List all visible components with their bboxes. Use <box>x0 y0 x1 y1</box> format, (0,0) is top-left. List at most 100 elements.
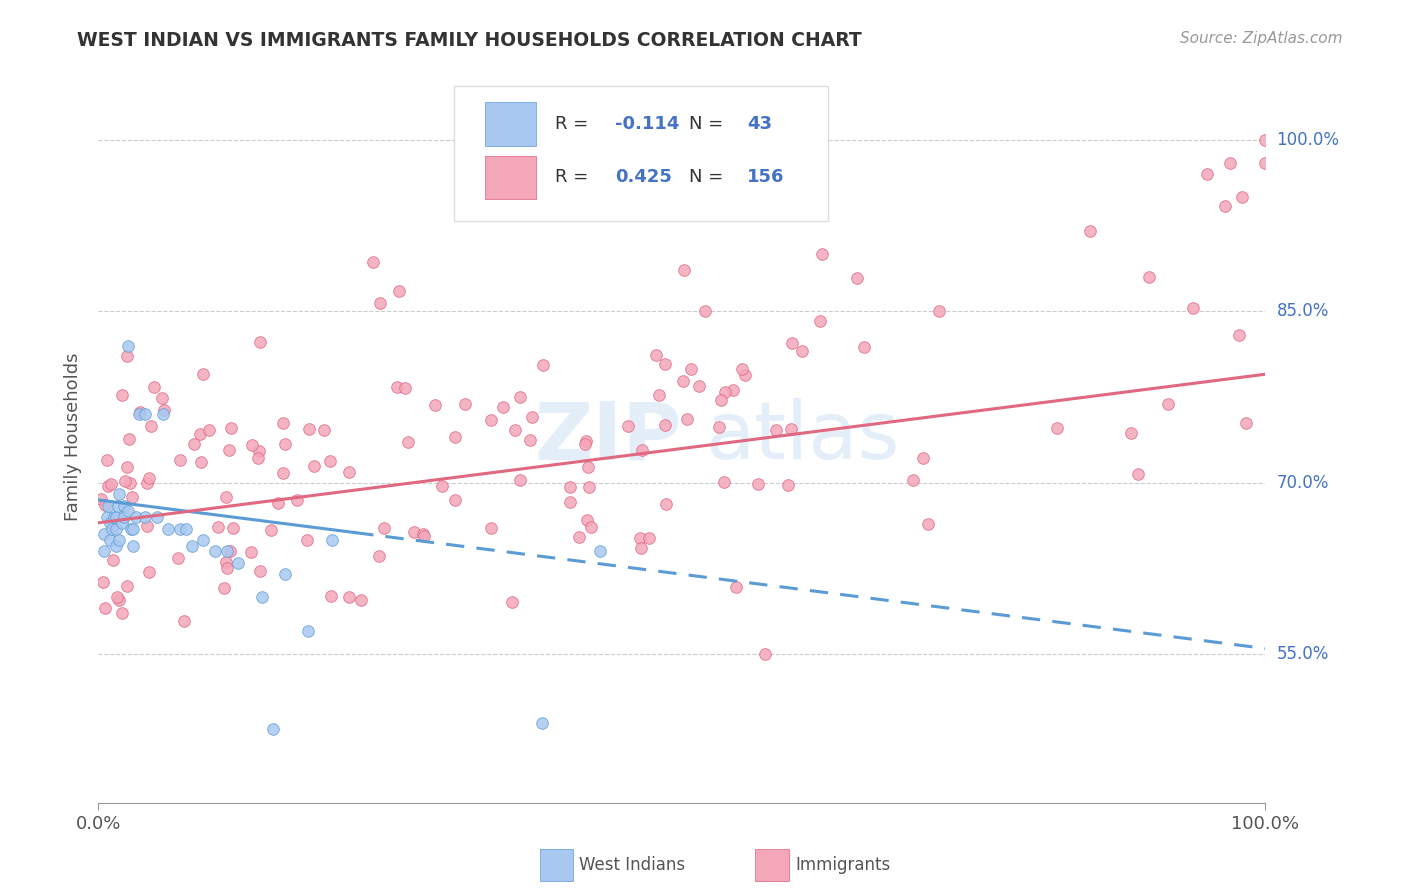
Text: 85.0%: 85.0% <box>1277 302 1329 320</box>
Point <box>578 479 600 493</box>
Point <box>128 407 150 421</box>
Point <box>190 455 212 469</box>
Point <box>368 295 391 310</box>
Point <box>721 383 744 397</box>
Point <box>337 590 360 604</box>
Point <box>321 533 343 547</box>
Point <box>157 521 180 535</box>
Point <box>247 443 270 458</box>
Point <box>630 531 652 545</box>
Point <box>780 422 803 436</box>
Point <box>430 479 453 493</box>
Point <box>114 474 136 488</box>
Point <box>298 421 321 435</box>
Point <box>260 523 283 537</box>
Point <box>730 362 752 376</box>
Point <box>363 255 385 269</box>
Point <box>297 533 319 547</box>
Point <box>138 471 160 485</box>
Point <box>115 459 138 474</box>
Text: Source: ZipAtlas.com: Source: ZipAtlas.com <box>1180 31 1343 46</box>
Point <box>1137 270 1160 285</box>
Point <box>193 533 215 547</box>
Point <box>568 530 591 544</box>
Point <box>713 475 735 489</box>
Point <box>117 504 139 518</box>
Point <box>138 565 160 579</box>
Point <box>1227 327 1250 342</box>
Point <box>94 601 117 615</box>
Point <box>576 514 599 528</box>
Point <box>654 497 676 511</box>
Text: 156: 156 <box>747 169 785 186</box>
Point <box>1254 133 1277 147</box>
Point <box>754 647 776 661</box>
Point <box>121 491 143 505</box>
Point <box>630 541 652 555</box>
Point <box>631 442 654 457</box>
Point <box>112 510 135 524</box>
Point <box>349 593 371 607</box>
Point <box>217 561 239 575</box>
Point <box>207 520 229 534</box>
Text: -0.114: -0.114 <box>616 115 679 133</box>
Point <box>249 564 271 578</box>
Point <box>1181 301 1204 316</box>
Point <box>302 459 325 474</box>
Point <box>790 343 813 358</box>
Text: 100.0%: 100.0% <box>1277 131 1340 149</box>
Point <box>215 491 238 505</box>
Point <box>96 510 118 524</box>
Point <box>747 476 769 491</box>
Point <box>108 487 131 501</box>
Point <box>492 401 515 415</box>
Point <box>169 453 191 467</box>
Text: Immigrants: Immigrants <box>796 856 890 874</box>
Point <box>520 409 543 424</box>
Point <box>134 510 156 524</box>
Point <box>444 430 467 444</box>
Point <box>125 510 148 524</box>
Point <box>93 544 115 558</box>
Point <box>219 420 242 434</box>
Text: West Indians: West Indians <box>579 856 685 874</box>
Point <box>673 262 696 277</box>
Text: 55.0%: 55.0% <box>1277 645 1329 664</box>
Point <box>98 516 121 530</box>
Point <box>249 335 271 350</box>
Point <box>262 722 284 736</box>
Point <box>1219 155 1241 169</box>
Point <box>903 473 925 487</box>
Point <box>579 520 602 534</box>
Point <box>250 590 273 604</box>
Point <box>103 510 125 524</box>
Point <box>100 476 122 491</box>
Point <box>104 521 127 535</box>
Point <box>115 579 138 593</box>
Text: ZIP: ZIP <box>534 398 682 476</box>
Point <box>204 544 226 558</box>
Point <box>412 527 434 541</box>
Point <box>734 368 756 383</box>
Point <box>97 479 120 493</box>
Point <box>638 531 661 545</box>
Text: N =: N = <box>689 169 728 186</box>
Point <box>530 715 553 730</box>
Point <box>104 539 127 553</box>
Point <box>780 335 803 350</box>
Point <box>122 521 145 535</box>
Point <box>917 517 939 532</box>
Point <box>413 529 436 543</box>
Point <box>107 499 129 513</box>
Point <box>453 396 475 410</box>
Point <box>654 417 676 432</box>
Point <box>111 388 134 402</box>
Point <box>443 493 465 508</box>
Point <box>191 367 214 381</box>
Point <box>1157 396 1180 410</box>
Point <box>387 284 409 298</box>
Point <box>267 496 290 510</box>
Point <box>808 314 831 328</box>
Point <box>368 549 391 563</box>
Point <box>396 434 419 449</box>
